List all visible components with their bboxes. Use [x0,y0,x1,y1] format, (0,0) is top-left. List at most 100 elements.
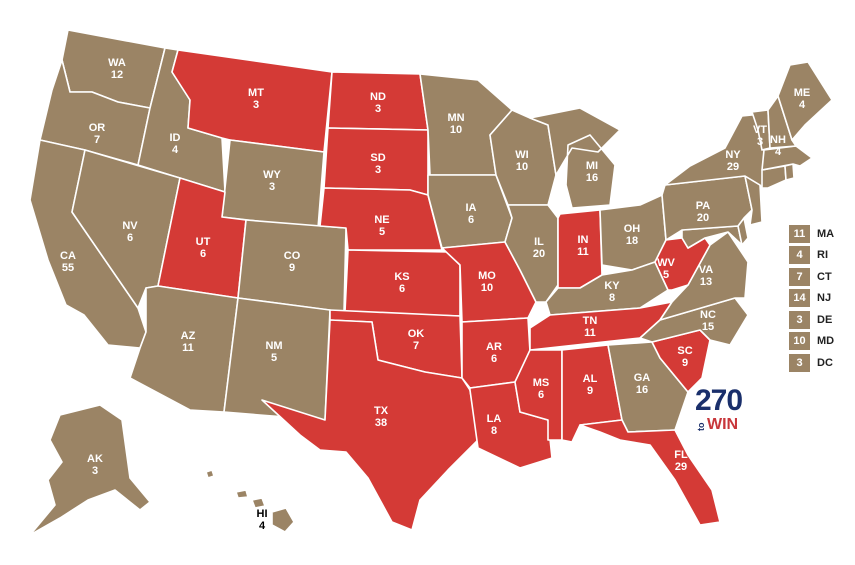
legend-row-md[interactable]: 10 MD [789,332,849,351]
state-ev-pa: 20 [697,212,709,224]
state-ev-wv: 5 [663,269,669,281]
state-abbr-wv: WV [657,257,675,269]
state-abbr-vt: VT [753,124,767,136]
state-ev-ga: 16 [636,384,648,396]
legend-ev-box: 4 [789,246,810,264]
legend-row-dc[interactable]: 3 DC [789,353,849,372]
state-ev-nm: 5 [271,352,277,364]
state-ev-ut: 6 [200,248,206,260]
state-abbr-mn: MN [447,112,464,124]
state-ev-ca: 55 [62,262,74,274]
state-ev-mi: 16 [586,172,598,184]
state-ev-mo: 10 [481,282,493,294]
state-ev-al: 9 [587,385,593,397]
legend-row-nj[interactable]: 14 NJ [789,289,849,308]
state-ev-oh: 18 [626,235,638,247]
legend-small-states: 11 MA 4 RI 7 CT 14 NJ 3 DE 10 MD 3 DC [789,224,849,375]
state-ev-tn: 11 [584,327,596,339]
state-vt[interactable] [751,109,771,151]
legend-ev-box: 7 [789,267,810,286]
state-abbr-ga: GA [634,372,651,384]
state-hi[interactable] [205,469,295,533]
state-abbr-nm: NM [265,340,282,352]
state-il[interactable] [504,204,559,303]
state-ev-ia: 6 [468,214,474,226]
state-ev-nh: 4 [775,146,782,158]
state-me[interactable] [777,61,833,141]
state-ev-la: 8 [491,425,497,437]
state-abbr-wa: WA [108,57,126,69]
state-abbr-ar: AR [486,341,502,353]
state-abbr-nc: NC [700,309,716,321]
legend-row-de[interactable]: 3 DE [789,310,849,329]
state-abbr-tx: TX [374,405,389,417]
state-ev-vt: 3 [757,136,763,148]
state-ev-nd: 3 [375,103,381,115]
state-tx[interactable] [261,319,479,531]
state-ev-ar: 6 [491,353,497,365]
state-ev-ms: 6 [538,389,544,401]
legend-ev-box: 11 [789,224,810,243]
state-abbr-ky: KY [604,280,620,292]
state-abbr-il: IL [534,236,544,248]
state-ev-co: 9 [289,262,295,274]
state-abbr-ny: NY [725,149,741,161]
state-abbr-mt: MT [248,87,264,99]
legend-ev-box: 3 [789,353,810,372]
legend-ev-box: 10 [789,332,810,350]
legend-state-abbr: MD [817,335,835,347]
state-ne[interactable] [319,187,443,251]
legend-row-ct[interactable]: 7 CT [789,267,849,286]
state-abbr-ut: UT [196,236,211,248]
state-abbr-az: AZ [181,330,196,342]
state-abbr-fl: FL [674,449,688,461]
legend-row-ma[interactable]: 11 MA [789,224,849,243]
270towin-logo[interactable]: 270 to WIN [695,386,755,436]
state-abbr-al: AL [583,373,598,385]
state-abbr-ok: OK [408,328,425,340]
state-abbr-hi: HI [257,508,268,520]
state-ev-sd: 3 [375,164,381,176]
state-abbr-nd: ND [370,91,386,103]
state-fl[interactable] [579,419,721,526]
state-mi[interactable] [529,107,621,209]
state-ks[interactable] [344,249,461,317]
state-ev-fl: 29 [675,461,687,473]
state-ev-nv: 6 [127,232,133,244]
logo-to: to [696,422,706,432]
state-ev-mn: 10 [450,124,462,136]
state-wv[interactable] [654,237,711,291]
state-ev-mt: 3 [253,99,259,111]
state-abbr-ak: AK [87,453,103,465]
state-ev-ne: 5 [379,226,385,238]
state-ev-ok: 7 [413,340,419,352]
state-ev-ks: 6 [399,283,405,295]
legend-row-ri[interactable]: 4 RI [789,246,849,265]
legend-state-abbr: DE [817,313,833,326]
legend-ev-box: 14 [789,289,810,307]
state-ev-wa: 12 [111,69,123,81]
state-ev-sc: 9 [682,357,688,369]
state-abbr-wy: WY [263,169,281,181]
logo-win: WIN [707,416,739,433]
state-ev-az: 11 [182,342,194,354]
state-abbr-tn: TN [583,315,598,327]
state-abbr-ms: MS [533,377,550,389]
state-ri-shape[interactable] [784,163,795,181]
state-nh[interactable] [767,95,797,149]
state-ev-ak: 3 [92,465,98,477]
state-ev-or: 7 [94,134,100,146]
state-abbr-or: OR [89,122,106,134]
state-abbr-ks: KS [394,271,409,283]
state-abbr-id: ID [170,132,181,144]
state-ev-wi: 10 [516,161,528,173]
legend-state-abbr: RI [817,249,828,261]
state-abbr-sc: SC [677,345,692,357]
state-ak[interactable] [29,404,151,536]
state-abbr-co: CO [284,250,301,262]
state-ev-ky: 8 [609,292,615,304]
state-ev-va: 13 [700,276,712,288]
state-ev-ny: 29 [727,161,739,173]
state-ev-tx: 38 [375,417,387,429]
